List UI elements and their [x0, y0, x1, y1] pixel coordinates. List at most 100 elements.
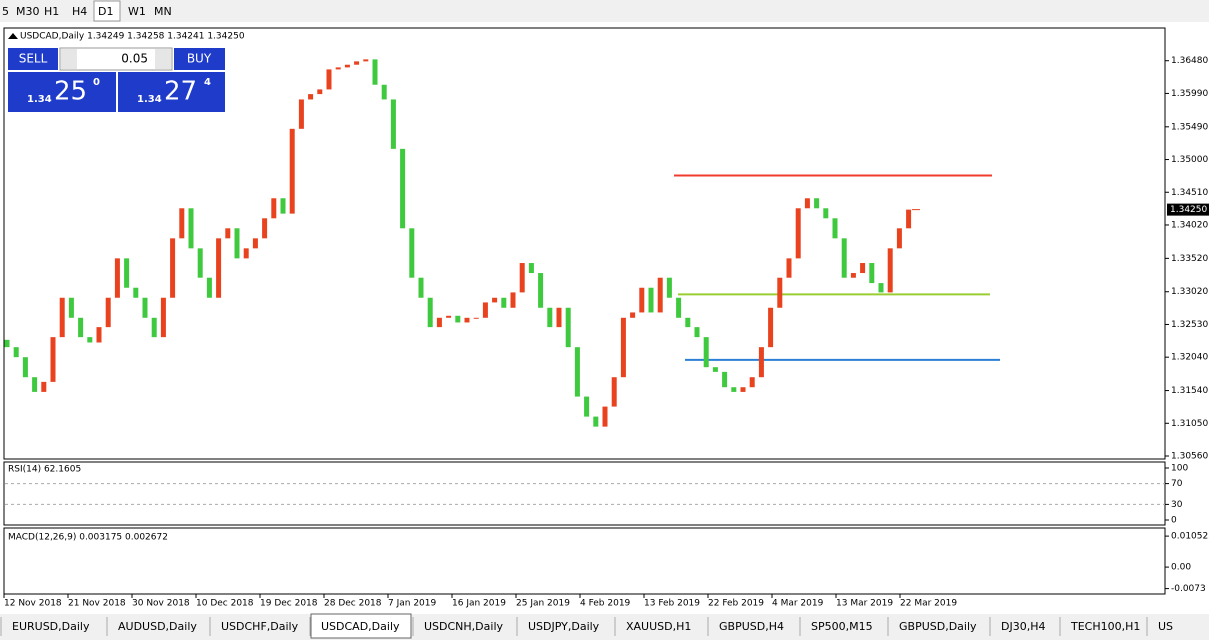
candle — [473, 317, 479, 319]
candle — [133, 287, 139, 298]
candle — [206, 277, 212, 298]
chart-tab[interactable]: USDCHF,Daily — [221, 620, 299, 633]
y-tick-label: 0 — [1171, 516, 1177, 526]
timeframe-button[interactable]: W1 — [128, 5, 146, 18]
candle — [878, 283, 884, 293]
y-tick-label: 0.00 — [1171, 563, 1191, 573]
bid-pips: 25 — [54, 77, 87, 107]
y-tick-label: 70 — [1171, 479, 1183, 489]
chart-tab[interactable]: DJ30,H4 — [1001, 620, 1045, 633]
last-price-label: 1.34250 — [1170, 205, 1207, 215]
x-tick-label: 16 Jan 2019 — [452, 599, 506, 609]
candle — [510, 292, 516, 308]
candle — [22, 357, 28, 378]
candle — [896, 228, 902, 249]
candle — [869, 263, 875, 284]
candle — [252, 238, 258, 249]
y-tick-label: 0.010525 — [1171, 532, 1209, 542]
candle — [850, 273, 856, 278]
chart-tab[interactable]: USDJPY,Daily — [528, 620, 600, 633]
candle — [289, 128, 295, 214]
candle — [390, 99, 396, 149]
ask-box[interactable] — [118, 72, 225, 112]
tab-active — [310, 613, 412, 639]
candle — [262, 218, 268, 239]
candle — [234, 228, 240, 259]
x-tick-label: 30 Nov 2018 — [132, 599, 190, 609]
candle — [197, 248, 203, 278]
candle — [860, 263, 866, 274]
candle — [78, 317, 84, 338]
candle — [584, 396, 590, 417]
x-tick-label: 25 Jan 2019 — [516, 599, 570, 609]
x-tick-label: 13 Mar 2019 — [836, 599, 893, 609]
chart-tab[interactable]: USDCAD,Daily — [321, 620, 400, 633]
lot-down[interactable] — [61, 49, 77, 69]
y-tick-label: 1.36480 — [1171, 56, 1208, 66]
candle — [657, 277, 663, 313]
x-tick-label: 22 Feb 2019 — [708, 599, 764, 609]
candle — [317, 89, 323, 95]
chart-tab[interactable]: GBPUSD,H4 — [719, 620, 784, 633]
candle — [547, 307, 553, 328]
x-tick-label: 12 Nov 2018 — [4, 599, 62, 609]
candle — [4, 339, 10, 348]
candle — [804, 198, 810, 209]
candle — [832, 218, 838, 239]
tab-bar — [0, 614, 1209, 640]
candle — [565, 307, 571, 348]
y-tick-label: 1.33520 — [1171, 254, 1208, 264]
candle — [676, 297, 682, 318]
candle — [823, 208, 829, 219]
timeframe-button[interactable]: M30 — [16, 5, 40, 18]
timeframe-button[interactable]: 5 — [2, 5, 9, 18]
candle — [436, 317, 442, 328]
timeframe-button[interactable]: D1 — [98, 5, 113, 18]
buy-button[interactable] — [174, 48, 225, 70]
candle — [160, 297, 166, 338]
candle — [354, 61, 360, 65]
y-tick-label: 1.35490 — [1171, 122, 1208, 132]
x-tick-label: 21 Nov 2018 — [68, 599, 126, 609]
bid-box[interactable] — [8, 72, 116, 112]
chart-tab[interactable]: EURUSD,Daily — [12, 620, 90, 633]
chart-tab[interactable]: SP500,M15 — [811, 620, 873, 633]
candle — [446, 315, 452, 318]
candle — [41, 381, 47, 392]
candle — [344, 64, 350, 68]
x-tick-label: 4 Feb 2019 — [580, 599, 631, 609]
candle — [400, 148, 406, 229]
chart-tab[interactable]: US — [1158, 620, 1173, 633]
chart-tab[interactable]: TECH100,H1 — [1070, 620, 1140, 633]
y-tick-label: 1.34510 — [1171, 188, 1208, 198]
candle — [538, 273, 544, 308]
chart-tab[interactable]: AUDUSD,Daily — [118, 620, 197, 633]
timeframe-button[interactable]: H1 — [44, 5, 59, 18]
chart-tab[interactable]: GBPUSD,Daily — [899, 620, 977, 633]
y-tick-label: 1.31050 — [1171, 419, 1208, 429]
candle — [335, 67, 341, 70]
candle — [666, 277, 672, 298]
candle — [271, 198, 277, 219]
sell-button[interactable] — [8, 48, 58, 70]
candle — [151, 317, 157, 338]
candle — [492, 297, 498, 303]
candle — [795, 208, 801, 259]
candle — [13, 347, 19, 358]
chart-tab[interactable]: XAUUSD,H1 — [626, 620, 691, 633]
candle — [32, 377, 38, 392]
y-tick-label: 1.32040 — [1171, 353, 1208, 363]
lot-up[interactable] — [155, 49, 171, 69]
chart-tab[interactable]: USDCNH,Daily — [424, 620, 504, 633]
lot-input[interactable] — [59, 47, 173, 71]
candle — [105, 297, 111, 328]
y-tick-label: 30 — [1171, 500, 1183, 510]
toolbar — [0, 0, 1209, 22]
timeframe-button[interactable]: MN — [154, 5, 172, 18]
timeframe-button[interactable]: H4 — [72, 5, 87, 18]
y-tick-label: 1.34020 — [1171, 220, 1208, 230]
candle — [611, 377, 617, 407]
collapse-icon[interactable] — [8, 33, 18, 39]
candle — [363, 59, 369, 62]
ask-big: 1.34 — [137, 94, 162, 105]
